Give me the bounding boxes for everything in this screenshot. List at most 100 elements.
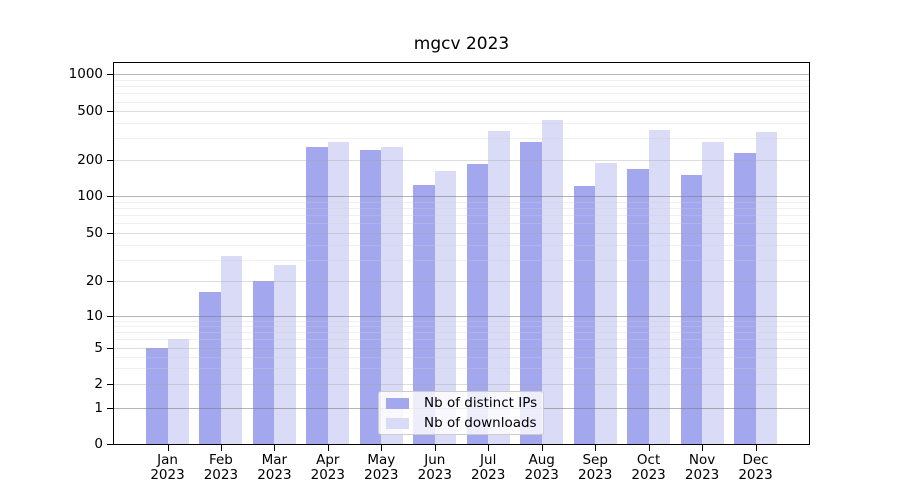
x-tick-mark bbox=[274, 445, 276, 451]
bar-distinct-ips-dec bbox=[734, 153, 756, 444]
bar-downloads-feb bbox=[220, 256, 243, 444]
y-tick-label: 1000 bbox=[68, 65, 103, 82]
x-tick-label: Mar 2023 bbox=[257, 452, 292, 483]
bar-downloads-jun bbox=[434, 170, 457, 444]
y-gridline bbox=[114, 201, 809, 203]
x-tick-mark bbox=[595, 445, 597, 451]
bar-distinct-ips-nov bbox=[680, 175, 703, 444]
y-gridline bbox=[114, 368, 809, 370]
y-gridline bbox=[114, 111, 809, 113]
y-tick-mark bbox=[107, 384, 113, 386]
y-tick-mark bbox=[107, 444, 113, 445]
y-tick-mark bbox=[107, 73, 113, 75]
chart-title: mgcv 2023 bbox=[413, 34, 510, 54]
y-tick-label: 100 bbox=[77, 188, 103, 205]
bar-downloads-mar bbox=[274, 265, 296, 444]
x-tick-mark bbox=[167, 445, 169, 451]
legend-item-downloads: Nb of downloads bbox=[386, 415, 537, 431]
y-gridline bbox=[114, 123, 809, 125]
x-tick-label: Feb 2023 bbox=[203, 452, 239, 483]
y-tick-label: 50 bbox=[85, 224, 103, 241]
plot-area bbox=[113, 62, 810, 445]
x-tick-mark bbox=[648, 445, 650, 451]
y-gridline bbox=[114, 332, 809, 334]
y-gridline bbox=[114, 232, 809, 234]
y-tick-mark bbox=[107, 407, 113, 409]
bar-distinct-ips-sep bbox=[573, 186, 596, 444]
bar-downloads-apr bbox=[327, 141, 350, 444]
y-gridline bbox=[114, 138, 809, 140]
y-gridline bbox=[114, 215, 809, 217]
bar-downloads-nov bbox=[702, 141, 724, 444]
y-gridline bbox=[114, 326, 809, 328]
y-gridline bbox=[114, 244, 809, 246]
bar-distinct-ips-jan bbox=[146, 347, 168, 444]
y-tick-mark bbox=[107, 232, 113, 234]
x-tick-label: Jul 2023 bbox=[471, 452, 506, 483]
bar-distinct-ips-aug bbox=[520, 141, 542, 444]
y-gridline bbox=[114, 208, 809, 210]
x-tick-mark bbox=[220, 445, 222, 451]
x-tick-label: Sep 2023 bbox=[578, 452, 613, 483]
bar-downloads-oct bbox=[648, 130, 671, 444]
y-gridline bbox=[114, 86, 809, 87]
legend-swatch-downloads bbox=[386, 417, 409, 429]
y-tick-label: 10 bbox=[85, 308, 103, 324]
bar-downloads-jan bbox=[167, 339, 189, 444]
x-tick-label: Oct 2023 bbox=[631, 452, 666, 483]
legend-swatch-distinct-ips bbox=[386, 397, 409, 409]
y-gridline bbox=[114, 259, 809, 261]
y-gridline bbox=[114, 280, 809, 282]
y-tick-label: 1 bbox=[94, 399, 103, 416]
y-gridline bbox=[114, 101, 809, 103]
y-tick-label: 20 bbox=[85, 272, 103, 289]
y-tick-label: 0 bbox=[94, 436, 103, 452]
y-gridline bbox=[114, 93, 809, 95]
y-tick-mark bbox=[107, 159, 113, 161]
x-tick-label: Dec 2023 bbox=[738, 452, 773, 483]
bar-distinct-ips-apr bbox=[306, 146, 328, 444]
y-tick-mark bbox=[107, 196, 113, 198]
y-gridline bbox=[114, 384, 809, 386]
x-tick-label: Jan 2023 bbox=[150, 452, 185, 483]
y-gridline bbox=[114, 196, 809, 198]
y-gridline bbox=[114, 320, 809, 322]
y-gridline bbox=[114, 79, 809, 81]
y-tick-mark bbox=[107, 316, 113, 317]
y-gridline bbox=[114, 347, 809, 349]
x-tick-mark bbox=[488, 445, 490, 451]
x-tick-mark bbox=[702, 445, 704, 451]
bar-distinct-ips-jul bbox=[466, 163, 489, 444]
bar-downloads-sep bbox=[595, 163, 617, 444]
x-tick-label: Nov 2023 bbox=[684, 452, 720, 483]
y-gridline bbox=[114, 223, 809, 225]
bar-downloads-jul bbox=[488, 131, 510, 444]
bar-downloads-aug bbox=[541, 119, 564, 444]
y-tick-mark bbox=[107, 280, 113, 282]
x-tick-mark bbox=[327, 445, 329, 451]
y-tick-label: 200 bbox=[77, 151, 103, 168]
bar-distinct-ips-oct bbox=[627, 168, 649, 444]
bar-downloads-may bbox=[381, 147, 403, 444]
y-tick-label: 5 bbox=[94, 339, 103, 356]
bar-distinct-ips-feb bbox=[199, 292, 221, 444]
y-gridline bbox=[114, 159, 809, 161]
y-gridline bbox=[114, 316, 809, 317]
y-tick-label: 500 bbox=[77, 103, 103, 120]
legend: Nb of distinct IPs Nb of downloads bbox=[378, 391, 544, 435]
y-gridline bbox=[114, 356, 809, 358]
x-tick-label: Jun 2023 bbox=[417, 452, 452, 483]
bar-distinct-ips-mar bbox=[252, 280, 275, 444]
legend-item-distinct-ips: Nb of distinct IPs bbox=[386, 395, 537, 411]
y-tick-mark bbox=[107, 347, 113, 349]
y-tick-mark bbox=[107, 111, 113, 113]
x-tick-mark bbox=[434, 445, 436, 451]
y-gridline bbox=[114, 73, 809, 75]
x-tick-label: May 2023 bbox=[364, 452, 399, 483]
y-gridline bbox=[114, 339, 809, 341]
y-tick-label: 2 bbox=[94, 376, 103, 393]
x-tick-label: Aug 2023 bbox=[524, 452, 559, 483]
legend-label-downloads: Nb of downloads bbox=[424, 415, 537, 431]
bar-distinct-ips-jun bbox=[413, 185, 435, 444]
